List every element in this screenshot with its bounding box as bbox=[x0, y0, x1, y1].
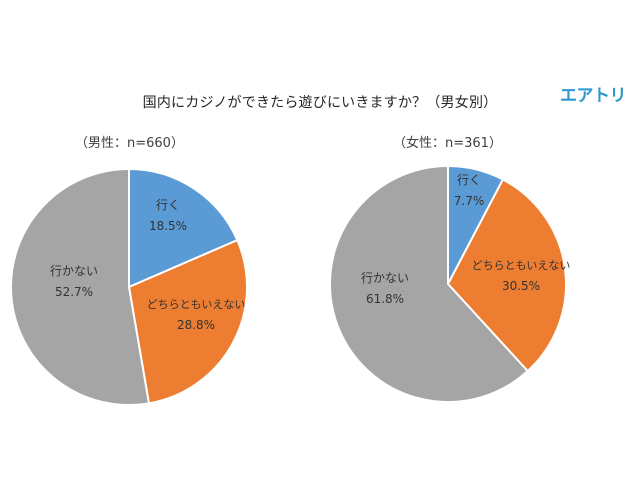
male-pie-subtitle: （男性：n=660） bbox=[75, 136, 184, 151]
female-slice-neither bbox=[446, 178, 567, 373]
male-label-not-go: 行かない bbox=[50, 264, 98, 278]
male-slice-go bbox=[128, 167, 239, 289]
female-slice-not-go bbox=[329, 164, 530, 403]
airtrip-logo: エアトリ bbox=[560, 86, 627, 106]
male-value-neither: 28.8% bbox=[177, 318, 215, 332]
female-value-not-go: 61.8% bbox=[366, 292, 404, 306]
male-value-go: 18.5% bbox=[149, 219, 187, 233]
male-slice-neither bbox=[127, 238, 248, 405]
female-value-go: 7.7% bbox=[454, 194, 485, 208]
chart-title: 国内にカジノができたら遊びにいきますか？（男女別） bbox=[142, 95, 498, 111]
male-slice-not-go bbox=[10, 167, 151, 406]
female-label-go: 行く bbox=[457, 173, 481, 187]
female-label-neither: どちらともいえない bbox=[472, 259, 571, 272]
male-label-go: 行く bbox=[156, 198, 180, 212]
male-value-not-go: 52.7% bbox=[55, 285, 93, 299]
female-value-neither: 30.5% bbox=[502, 279, 540, 293]
male-label-neither: どちらともいえない bbox=[147, 298, 246, 311]
female-pie-subtitle: （女性：n=361） bbox=[393, 136, 502, 151]
female-label-not-go: 行かない bbox=[361, 271, 409, 285]
